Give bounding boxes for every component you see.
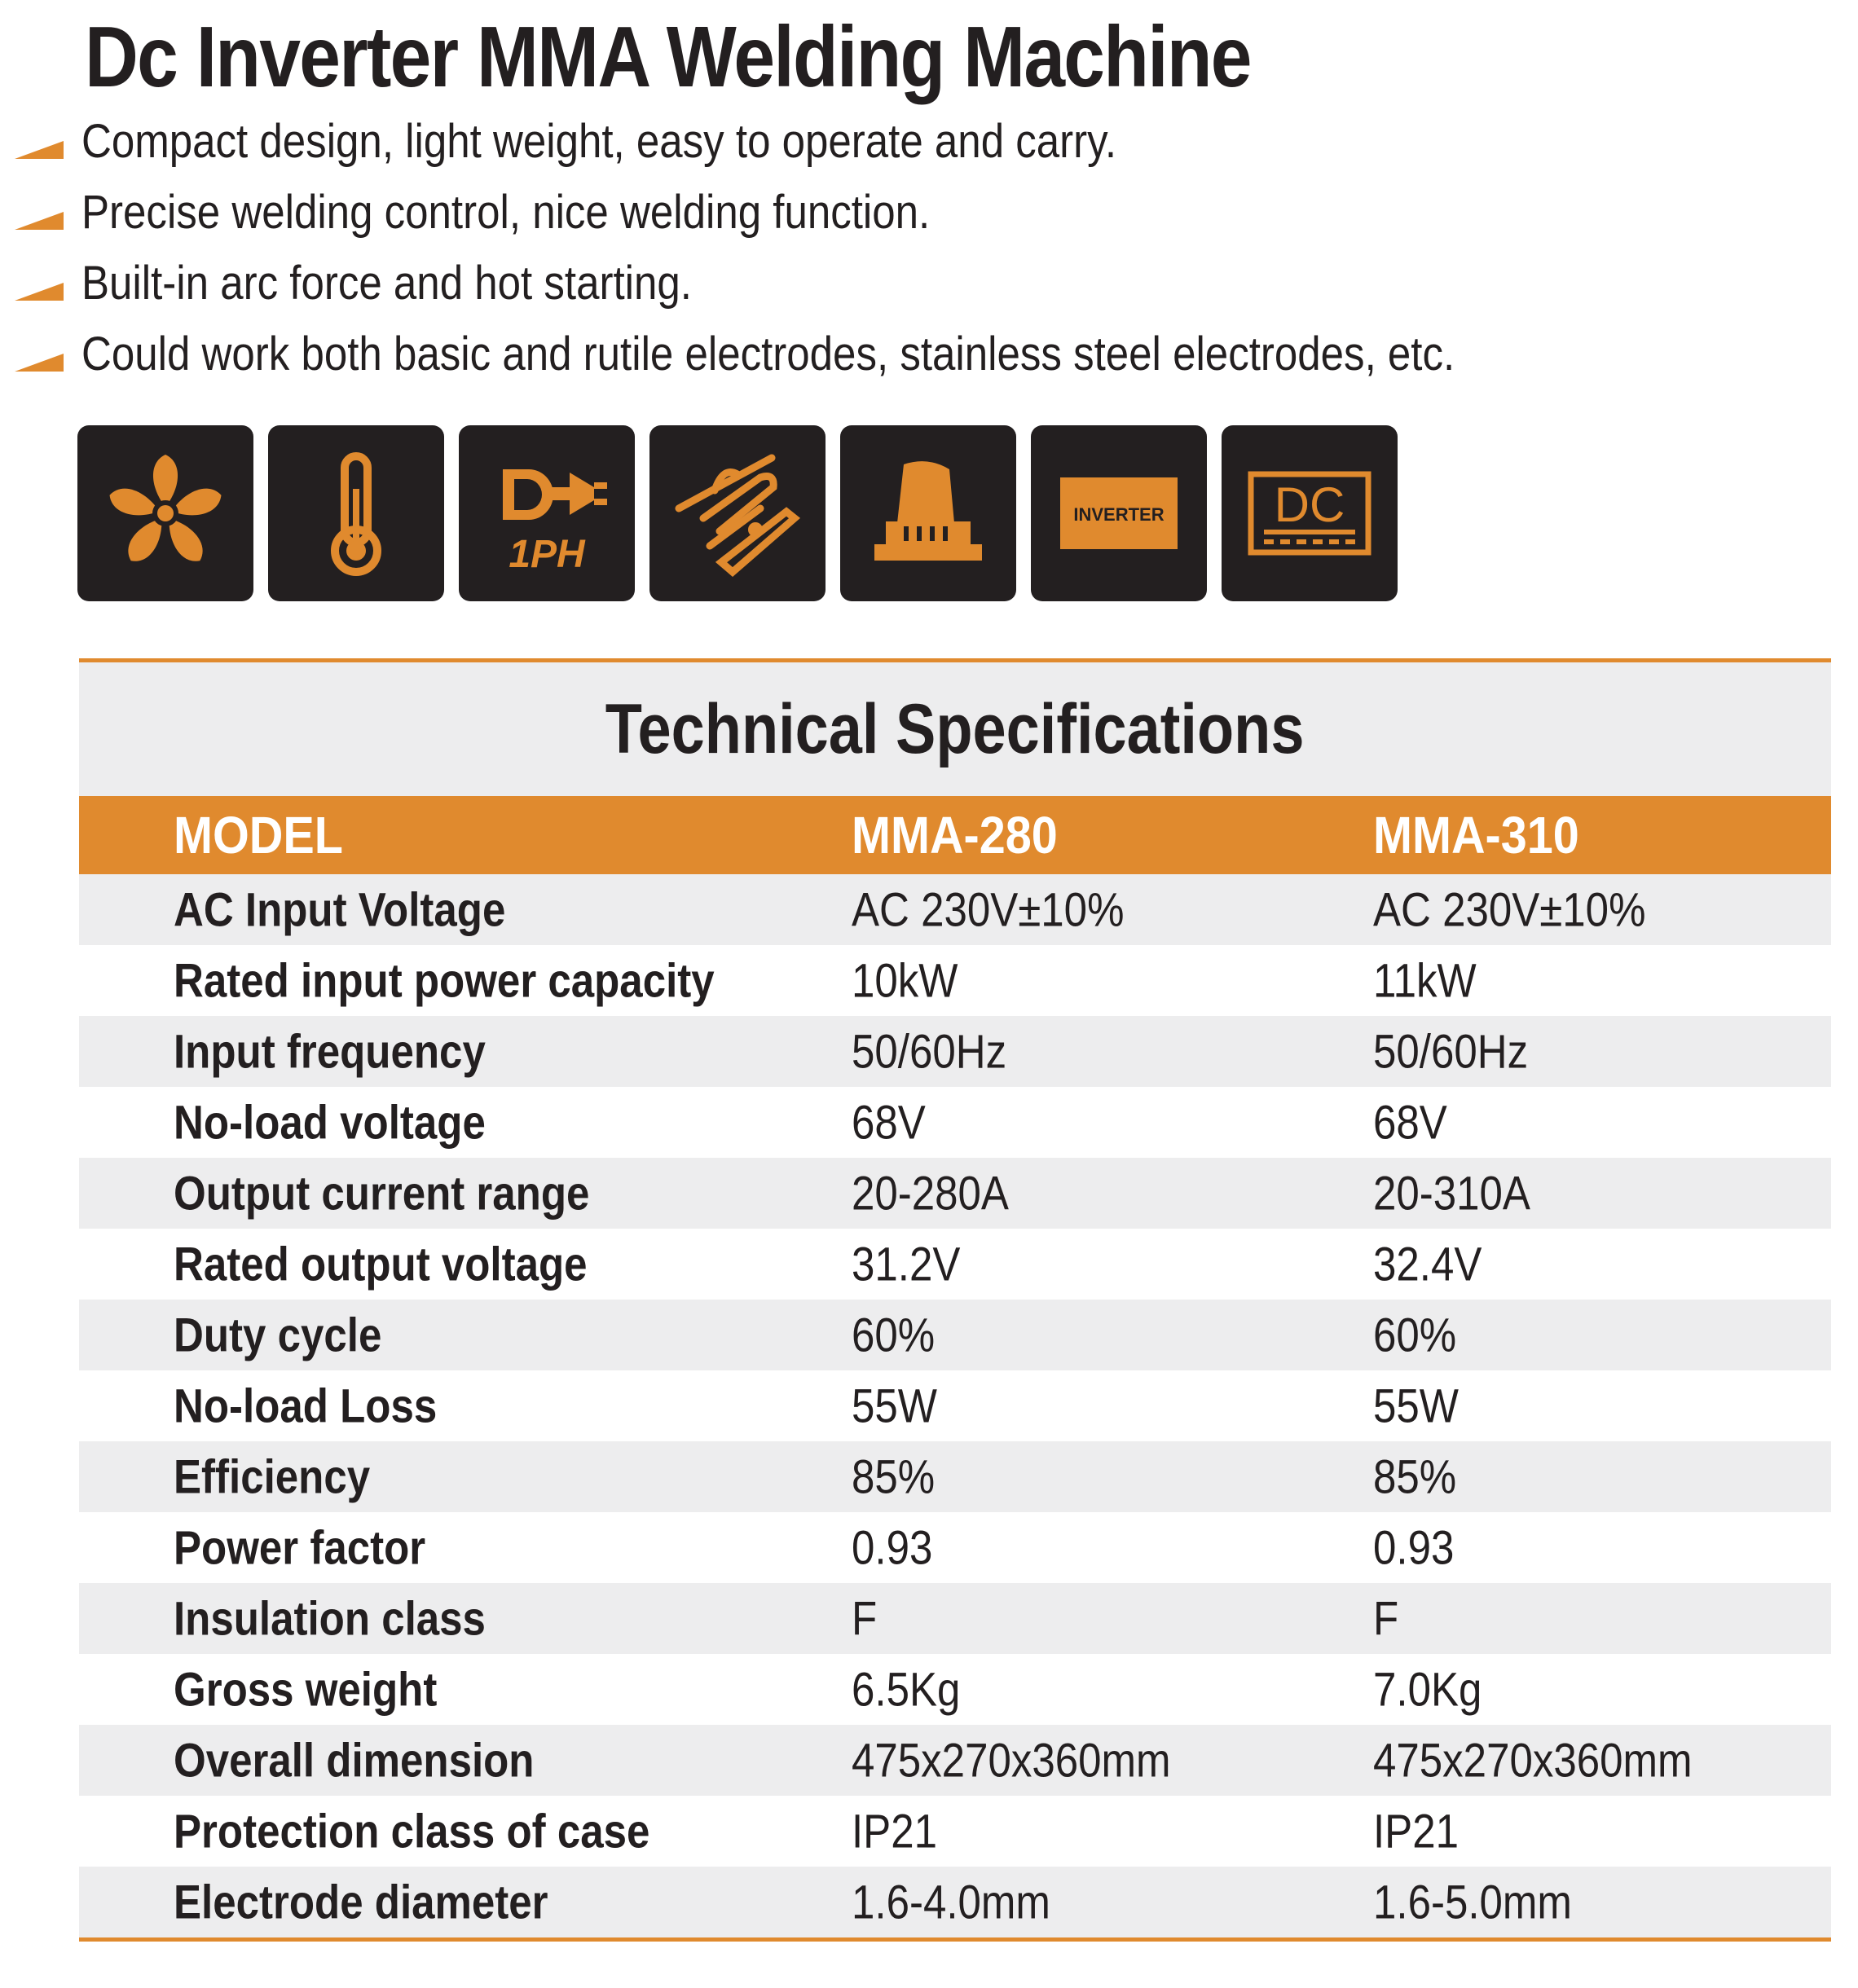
spec-table: Technical Specifications MODEL MMA-280 M… — [79, 658, 1831, 1942]
dc-label: DC — [1275, 477, 1345, 532]
spec-heading-text: Technical Specifications — [605, 689, 1305, 768]
spec-label: Gross weight — [174, 1663, 438, 1716]
bullet-icon — [15, 212, 64, 230]
spec-value: F — [852, 1592, 878, 1645]
bullet-icon — [15, 141, 64, 159]
spec-label: Input frequency — [174, 1025, 486, 1078]
spec-label: No-load Loss — [174, 1379, 438, 1432]
table-row: Protection class of case IP21 IP21 — [79, 1796, 1831, 1867]
spec-label: Power factor — [174, 1521, 426, 1574]
top-divider — [79, 658, 1831, 662]
spec-label: AC Input Voltage — [174, 883, 506, 936]
spec-value: 31.2V — [852, 1238, 961, 1291]
spec-value: 85% — [1373, 1450, 1457, 1503]
table-row: Insulation class F F — [79, 1583, 1831, 1654]
spec-label: Output current range — [174, 1167, 590, 1220]
spec-value: 55W — [1373, 1379, 1459, 1432]
table-row: Gross weight 6.5Kg 7.0Kg — [79, 1654, 1831, 1725]
table-row: Output current range 20-280A 20-310A — [79, 1158, 1831, 1229]
spec-value: F — [1373, 1592, 1399, 1645]
spec-value: 475x270x360mm — [1373, 1734, 1693, 1787]
spec-value: 0.93 — [1373, 1521, 1455, 1574]
feature-text: Could work both basic and rutile electro… — [81, 328, 1455, 380]
spec-value: 1.6-4.0mm — [852, 1876, 1050, 1929]
spec-value: 50/60Hz — [852, 1025, 1007, 1078]
spec-label: Protection class of case — [174, 1805, 650, 1858]
model-name: MMA-310 — [1373, 806, 1579, 864]
spec-label: Efficiency — [174, 1450, 371, 1503]
table-row: Duty cycle 60% 60% — [79, 1300, 1831, 1370]
bottom-divider — [79, 1937, 1831, 1942]
table-row: Rated output voltage 31.2V 32.4V — [79, 1229, 1831, 1300]
inverter-label: INVERTER — [1073, 504, 1164, 525]
bullet-icon — [15, 354, 64, 372]
table-row: Input frequency 50/60Hz 50/60Hz — [79, 1016, 1831, 1087]
spec-value: 10kW — [852, 954, 958, 1007]
table-row: Electrode diameter 1.6-4.0mm 1.6-5.0mm — [79, 1867, 1831, 1937]
model-name: MMA-280 — [852, 806, 1058, 864]
hand-control-icon — [840, 425, 1016, 601]
table-header-row: MODEL MMA-280 MMA-310 — [79, 796, 1831, 874]
inverter-icon: INVERTER — [1031, 425, 1207, 601]
spec-value: 68V — [852, 1096, 926, 1149]
table-row: Power factor 0.93 0.93 — [79, 1512, 1831, 1583]
feature-text: Compact design, light weight, easy to op… — [81, 115, 1117, 168]
spec-value: 7.0Kg — [1373, 1663, 1482, 1716]
spec-value: 50/60Hz — [1373, 1025, 1529, 1078]
spec-label: Rated output voltage — [174, 1238, 588, 1291]
spec-label: Electrode diameter — [174, 1876, 548, 1929]
spec-value: 60% — [852, 1308, 936, 1361]
spec-value: AC 230V±10% — [852, 883, 1125, 936]
spec-label: Overall dimension — [174, 1734, 535, 1787]
spec-value: AC 230V±10% — [1373, 883, 1646, 936]
fan-icon — [77, 425, 253, 601]
spec-value: 55W — [852, 1379, 937, 1432]
feature-icons: 1PH — [77, 425, 1398, 601]
spec-value: 60% — [1373, 1308, 1457, 1361]
table-row: No-load Loss 55W 55W — [79, 1370, 1831, 1441]
table-row: Efficiency 85% 85% — [79, 1441, 1831, 1512]
table-row: No-load voltage 68V 68V — [79, 1087, 1831, 1158]
spec-value: 20-310A — [1373, 1167, 1530, 1220]
spec-value: 68V — [1373, 1096, 1447, 1149]
spec-value: 32.4V — [1373, 1238, 1482, 1291]
thermometer-icon — [268, 425, 444, 601]
spec-value: IP21 — [852, 1805, 938, 1858]
spec-value: IP21 — [1373, 1805, 1460, 1858]
model-header: MODEL — [174, 806, 343, 864]
feature-text: Built-in arc force and hot starting. — [81, 257, 692, 310]
spec-value: 85% — [852, 1450, 936, 1503]
spec-value: 11kW — [1373, 954, 1477, 1007]
single-phase-plug-icon: 1PH — [459, 425, 635, 601]
single-phase-label: 1PH — [509, 533, 586, 576]
table-row: Overall dimension 475x270x360mm 475x270x36… — [79, 1725, 1831, 1796]
spec-value: 475x270x360mm — [852, 1734, 1171, 1787]
spec-label: Insulation class — [174, 1592, 486, 1645]
spec-value: 0.93 — [852, 1521, 933, 1574]
spec-value: 1.6-5.0mm — [1373, 1876, 1572, 1929]
spec-label: Rated input power capacity — [174, 954, 715, 1007]
spec-value: 6.5Kg — [852, 1663, 961, 1716]
page-title: Dc Inverter MMA Welding Machine — [85, 9, 1253, 105]
table-row: AC Input Voltage AC 230V±10% AC 230V±10% — [79, 874, 1831, 945]
table-body: AC Input Voltage AC 230V±10% AC 230V±10% Ra… — [79, 874, 1831, 1937]
spec-label: Duty cycle — [174, 1308, 382, 1361]
dc-icon: DC — [1222, 425, 1398, 601]
spec-value: 20-280A — [852, 1167, 1009, 1220]
spec-label: No-load voltage — [174, 1096, 486, 1149]
bullet-icon — [15, 283, 64, 301]
feature-text: Precise welding control, nice welding fu… — [81, 186, 931, 239]
table-row: Rated input power capacity 10kW 11kW — [79, 945, 1831, 1016]
welding-tools-icon — [649, 425, 826, 601]
spec-heading: Technical Specifications — [79, 662, 1831, 796]
